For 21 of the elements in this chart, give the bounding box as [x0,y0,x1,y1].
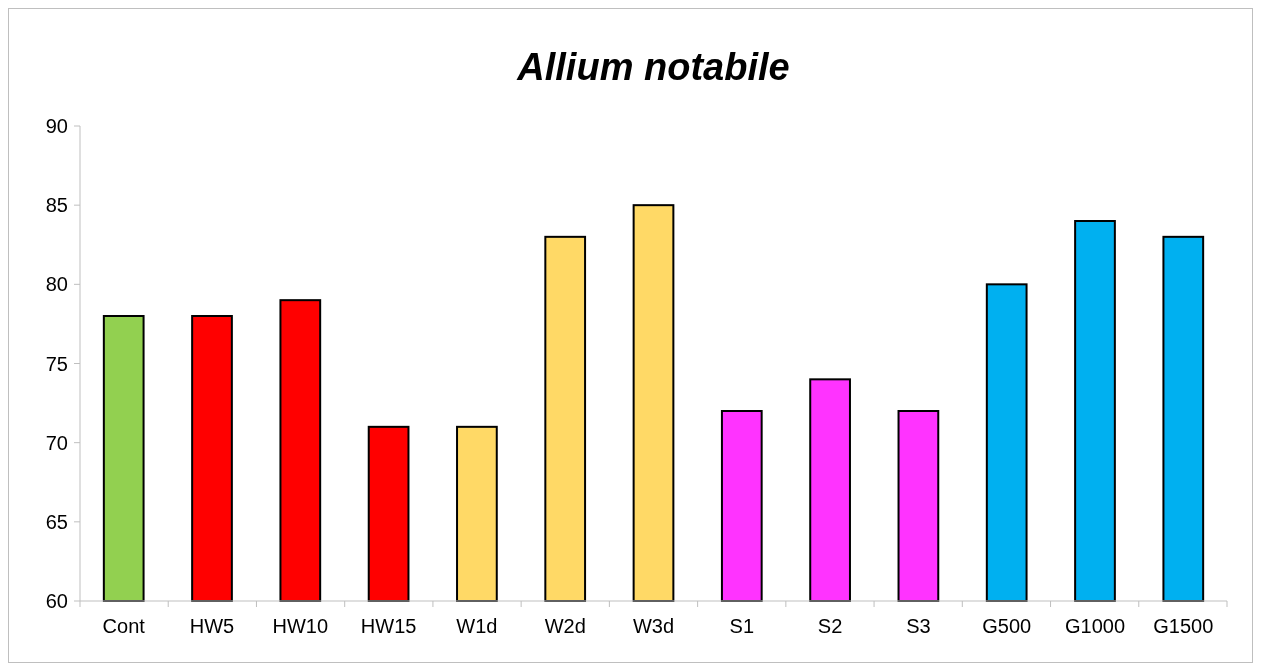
x-tick-label: G500 [982,615,1032,637]
y-tick-label: 90 [45,115,68,137]
x-tick-label: S1 [729,615,755,637]
x-tick-label: G1500 [1153,615,1214,637]
x-tick-label: Cont [102,615,146,637]
x-tick-label: S2 [817,615,843,637]
chart-title: Allium notabile [516,46,790,88]
y-tick-label: 80 [45,273,68,296]
y-tick-label: 60 [45,590,68,612]
y-tick-label: 65 [45,510,68,533]
y-tick-label: 75 [45,352,68,375]
x-tick-label: HW5 [189,615,235,637]
x-tick-label: W2d [544,615,586,637]
y-tick-label: 85 [45,194,68,217]
x-tick-label: HW10 [272,615,329,637]
x-tick-label: W3d [632,615,675,637]
y-tick-label: 70 [45,431,68,454]
x-tick-label: G1000 [1064,615,1126,637]
x-tick-label: W1d [456,615,498,637]
x-tick-label: S3 [906,615,931,637]
x-tick-label: HW15 [360,615,417,637]
